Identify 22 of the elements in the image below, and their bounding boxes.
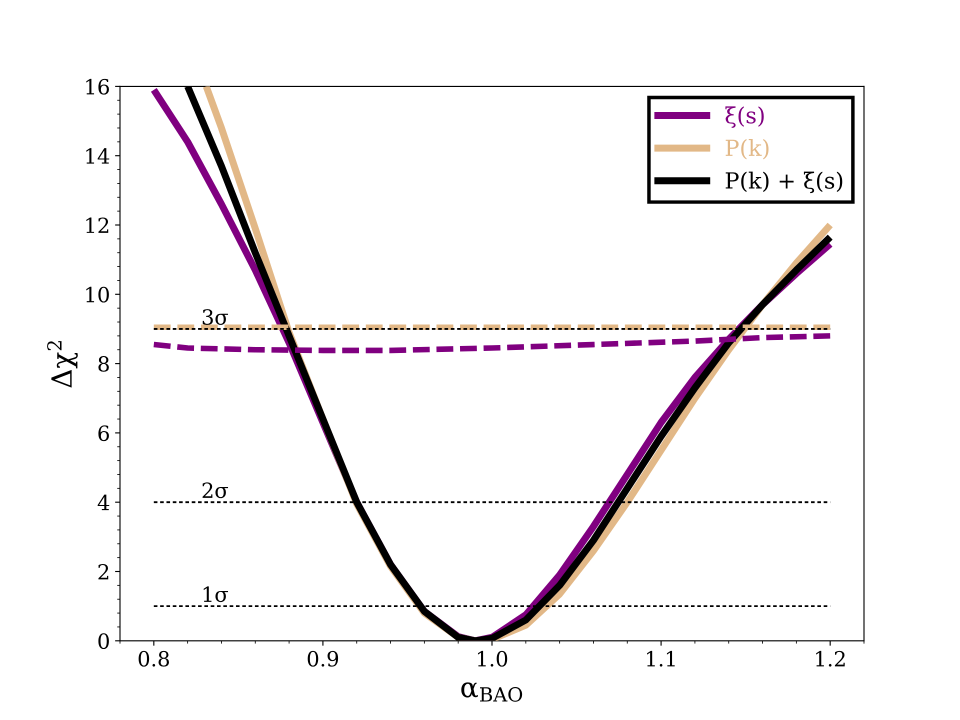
y-tick-label: 16 — [86, 78, 109, 95]
y-tick-label: 6 — [98, 425, 109, 442]
x-tick-label: 0.8 — [138, 650, 169, 667]
y-tick-label: 12 — [86, 217, 108, 233]
y-tick-label: 8 — [98, 356, 109, 372]
x-axis-title: α$_{BAO}$ — [461, 682, 522, 702]
y-tick-label: 2 — [98, 564, 108, 580]
ref-line-label: 1σ — [204, 586, 228, 602]
y-axis-title: Δχ$^{2}$ — [47, 341, 78, 388]
x-tick-label: 0.9 — [308, 650, 338, 667]
x-tick-label: 1.1 — [647, 650, 675, 667]
legend-label: P(k) — [726, 139, 769, 160]
ref-line-label: 3σ — [202, 309, 228, 325]
ref-line-label: 2σ — [202, 482, 228, 498]
x-tick-label: 1.0 — [478, 650, 508, 667]
legend-label: ξ(s) — [725, 106, 764, 128]
y-tick-label: 4 — [98, 494, 110, 510]
legend-label: P(k) + ξ(s) — [726, 172, 842, 194]
y-tick-label: 10 — [86, 286, 109, 303]
y-tick-label: 14 — [86, 148, 110, 164]
x-tick-label: 1.2 — [816, 650, 845, 667]
y-tick-label: 0 — [98, 633, 109, 650]
